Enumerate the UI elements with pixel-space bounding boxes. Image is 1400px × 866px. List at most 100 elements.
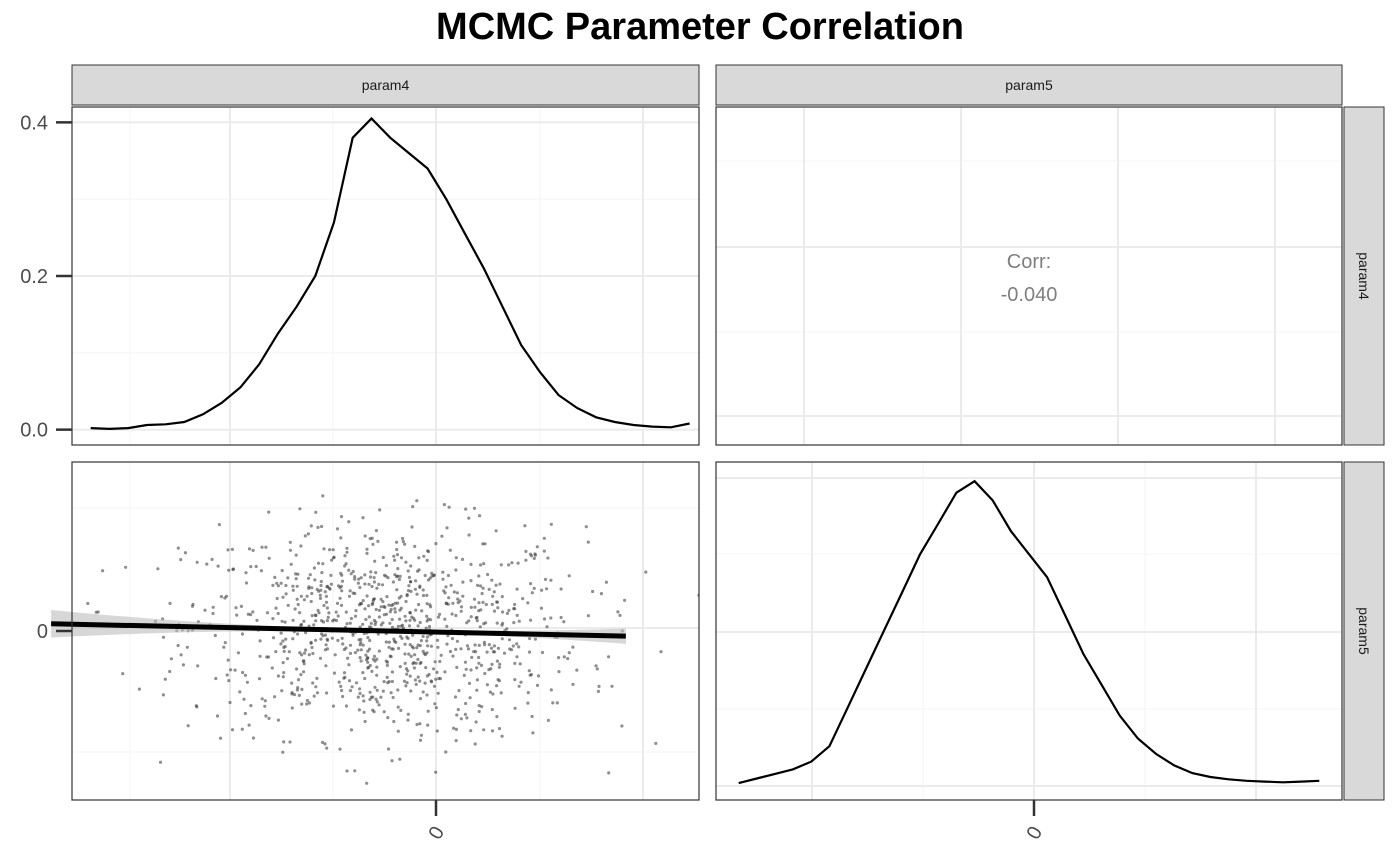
scatter-point — [365, 781, 369, 785]
scatter-point — [227, 679, 231, 683]
panel-borders — [71, 106, 1343, 801]
scatter-point — [217, 523, 221, 527]
scatter-point — [297, 693, 301, 698]
scatter-point — [222, 645, 226, 649]
scatter-point — [494, 529, 498, 533]
scatter-point — [495, 621, 499, 625]
scatter-point — [455, 639, 459, 643]
scatter-point — [417, 568, 421, 572]
scatter-point — [539, 606, 544, 610]
strip-col-param5 — [715, 64, 1343, 106]
scatter-point — [440, 534, 444, 538]
scatter-point — [86, 601, 90, 606]
scatter-point — [403, 642, 407, 646]
scatter-point — [344, 610, 348, 614]
scatter-point — [418, 661, 422, 666]
scatter-point — [254, 564, 258, 569]
scatter-point — [381, 555, 385, 560]
scatter-point — [495, 600, 499, 604]
scatter-point — [409, 589, 413, 594]
scatter-point — [453, 695, 458, 699]
scatter-point — [361, 671, 365, 675]
scatter-point — [289, 562, 293, 566]
scatter-point — [527, 669, 531, 673]
scatter-point — [370, 669, 374, 674]
scatter-point — [488, 690, 492, 694]
scatter-point — [519, 680, 523, 684]
scatter-point — [340, 589, 344, 593]
scatter-point — [245, 680, 249, 684]
scatter-point — [390, 679, 394, 684]
scatter-point — [536, 674, 541, 678]
scatter-point — [418, 697, 423, 701]
scatter-point — [542, 549, 546, 553]
scatter-points — [86, 494, 699, 785]
scatter-point — [356, 581, 360, 585]
scatter-point — [479, 663, 484, 668]
scatter-point — [388, 654, 392, 658]
scatter-point — [483, 671, 487, 676]
scatter-point — [353, 769, 357, 773]
scatter-point — [281, 675, 285, 679]
strip-row-param5-label: param5 — [1356, 607, 1372, 655]
scatter-point — [521, 597, 525, 601]
scatter-point — [425, 614, 429, 618]
scatter-point — [336, 638, 340, 643]
scatter-point — [386, 716, 390, 720]
scatter-point — [419, 733, 423, 737]
y-tick-label: 0.0 — [20, 420, 48, 442]
scatter-point — [191, 602, 195, 607]
scatter-point — [330, 636, 334, 640]
scatter-point — [467, 533, 471, 537]
scatter-point — [185, 645, 189, 649]
scatter-point — [319, 637, 323, 641]
scatter-point — [481, 600, 485, 605]
scatter-point — [399, 708, 403, 713]
scatter-point — [477, 601, 481, 605]
scatter-point — [349, 728, 354, 732]
scatter-point — [242, 697, 246, 701]
scatter-point — [368, 575, 373, 579]
scatter-point — [363, 582, 367, 586]
scatter-point — [502, 651, 507, 655]
scatter-point — [321, 740, 325, 745]
scatter-point — [280, 619, 284, 623]
scatter-point — [251, 736, 256, 740]
scatter-point — [321, 562, 325, 566]
scatter-point — [302, 598, 306, 602]
scatter-point — [432, 684, 437, 688]
scatter-point — [310, 614, 314, 618]
scatter-point — [415, 499, 419, 503]
scatter-point — [482, 622, 486, 626]
scatter-point — [274, 650, 278, 654]
scatter-point — [121, 672, 125, 676]
scatter-point — [512, 621, 516, 625]
scatter-point — [480, 705, 484, 709]
scatter-point — [283, 620, 287, 624]
scatter-point — [361, 516, 365, 520]
scatter-point — [423, 653, 428, 657]
scatter-point — [597, 684, 601, 689]
scatter-point — [481, 586, 485, 590]
scatter-point — [454, 647, 458, 652]
scatter-point — [414, 608, 418, 612]
scatter-point — [263, 704, 267, 708]
scatter-point — [340, 579, 345, 583]
scatter-point — [485, 683, 489, 687]
scatter-point — [425, 558, 429, 563]
scatter-point — [476, 583, 480, 588]
scatter-point — [432, 574, 436, 578]
scatter-point — [407, 624, 412, 628]
scatter-point — [320, 571, 324, 575]
scatter-point — [324, 643, 328, 647]
scatter-point — [618, 613, 622, 618]
scatter-point — [309, 640, 313, 645]
scatter-point — [513, 706, 517, 710]
scatter-point — [465, 716, 469, 720]
scatter-point — [263, 699, 267, 703]
scatter-point — [244, 571, 248, 575]
scatter-point — [336, 584, 341, 588]
scatter-point — [391, 695, 395, 700]
scatter-point — [312, 694, 316, 698]
